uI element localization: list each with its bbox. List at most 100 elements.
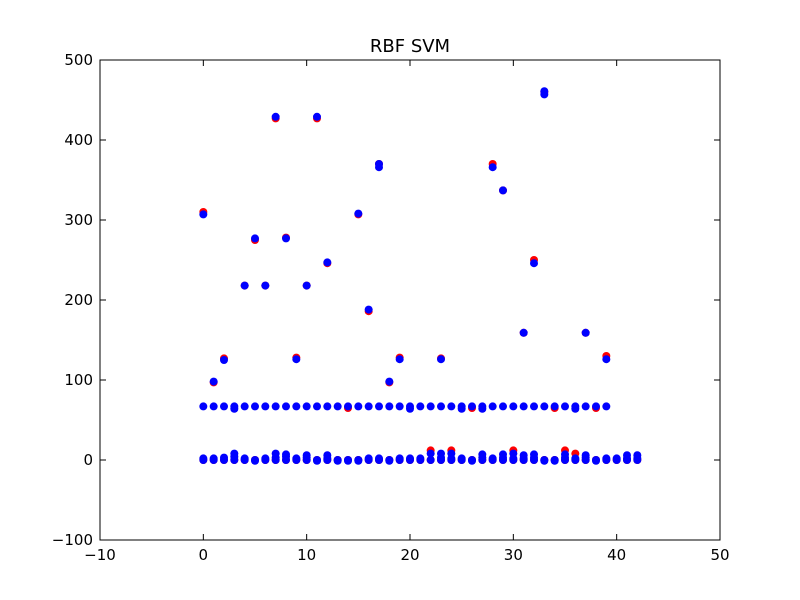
data-point-s1-161 (581, 451, 590, 460)
data-point-s1-116 (395, 454, 404, 463)
data-point-s1-24 (540, 87, 549, 96)
data-point-s1-51 (426, 402, 435, 411)
chart-title: RBF SVM (370, 36, 450, 57)
data-point-s1-16 (385, 377, 394, 386)
data-point-s1-71 (602, 402, 611, 411)
data-point-s1-65 (550, 402, 559, 411)
data-point-s1-132 (468, 456, 476, 465)
data-point-s1-151 (540, 456, 549, 465)
data-point-s1-2 (220, 356, 228, 364)
data-point-s1-56 (468, 402, 476, 411)
data-point-s1-122 (426, 449, 435, 458)
data-point-s1-41 (333, 402, 342, 411)
data-points (199, 87, 642, 465)
data-point-s1-118 (406, 454, 414, 463)
data-point-s1-17 (395, 355, 404, 364)
x-tick-label-0: −10 (84, 546, 116, 564)
data-point-s1-20 (499, 186, 507, 195)
data-point-s1-60 (499, 402, 507, 411)
data-point-s1-4 (251, 234, 259, 243)
data-point-s1-28 (209, 402, 218, 411)
data-point-s1-149 (530, 450, 538, 459)
data-point-s1-121 (426, 456, 435, 464)
x-tick-label-4: 30 (504, 546, 523, 564)
data-point-s1-55 (457, 402, 466, 411)
data-point-s1-31 (230, 402, 239, 411)
data-point-s1-82 (240, 454, 249, 463)
data-point-s1-12 (354, 209, 363, 218)
data-point-s1-47 (395, 402, 404, 411)
data-point-s1-120 (416, 454, 425, 463)
x-tick-label-5: 40 (607, 546, 626, 564)
data-point-s1-64 (540, 402, 549, 411)
data-point-s1-59 (488, 402, 497, 411)
data-point-s1-44 (364, 402, 373, 411)
data-point-s1-38 (302, 402, 311, 411)
y-tick-label-3: 200 (64, 291, 93, 309)
data-point-s1-128 (447, 449, 456, 458)
data-point-s1-1 (209, 377, 218, 386)
data-point-s1-0 (199, 210, 208, 219)
data-point-s1-29 (220, 402, 228, 411)
data-point-s1-102 (323, 451, 332, 460)
data-point-s1-58 (478, 402, 487, 411)
data-point-s1-25 (581, 328, 590, 337)
y-tick-label-4: 300 (64, 211, 93, 229)
axis-ticks (99, 59, 721, 541)
data-point-s1-8 (292, 355, 301, 364)
data-point-s1-49 (406, 402, 414, 411)
data-point-s1-32 (240, 402, 249, 411)
data-point-s1-10 (313, 112, 321, 121)
data-point-s1-39 (313, 402, 321, 411)
data-point-s1-130 (457, 454, 466, 463)
data-point-s1-26 (602, 355, 611, 364)
data-point-s1-42 (344, 402, 352, 411)
data-point-s1-66 (561, 402, 569, 411)
data-point-s1-137 (488, 454, 497, 463)
data-point-s1-165 (602, 454, 611, 463)
data-point-s1-135 (478, 450, 487, 459)
data-point-s1-43 (354, 402, 363, 411)
data-point-s1-73 (199, 454, 208, 463)
data-point-s1-52 (437, 402, 445, 411)
data-point-s1-46 (385, 402, 394, 411)
data-point-s1-69 (581, 402, 590, 411)
data-point-s1-86 (261, 454, 270, 463)
data-point-s1-94 (292, 454, 301, 463)
data-point-s1-89 (271, 449, 280, 458)
y-tick-label-2: 100 (64, 371, 93, 389)
data-point-s1-75 (209, 454, 218, 463)
data-point-s1-18 (437, 355, 445, 364)
y-tick-label-0: −100 (52, 531, 93, 549)
data-point-s1-70 (592, 402, 600, 411)
data-point-s1-173 (633, 451, 642, 460)
data-point-s1-167 (612, 454, 621, 463)
data-point-s1-37 (292, 402, 301, 411)
data-point-s1-106 (344, 456, 352, 465)
data-point-s1-163 (592, 456, 600, 465)
data-point-s1-92 (282, 450, 290, 459)
data-point-s1-9 (302, 281, 311, 290)
data-point-s1-11 (323, 258, 332, 267)
data-point-s1-61 (509, 402, 518, 411)
data-point-s1-15 (375, 160, 383, 168)
y-tick-label-5: 400 (64, 131, 93, 149)
data-point-s1-112 (375, 454, 383, 463)
data-point-s1-125 (437, 449, 445, 458)
data-point-s1-170 (623, 451, 631, 460)
data-point-s1-33 (251, 402, 259, 411)
data-point-s1-19 (488, 163, 497, 172)
data-point-s1-97 (302, 451, 311, 460)
data-point-s1-34 (261, 402, 270, 411)
data-point-s1-114 (385, 456, 394, 465)
data-point-s1-21 (519, 328, 528, 337)
y-tick-label-1: 0 (83, 451, 93, 469)
data-point-s1-45 (375, 402, 383, 411)
data-point-s1-153 (550, 456, 559, 465)
data-point-s1-158 (571, 454, 580, 463)
data-point-s1-140 (499, 450, 507, 459)
data-point-s1-53 (447, 402, 456, 411)
